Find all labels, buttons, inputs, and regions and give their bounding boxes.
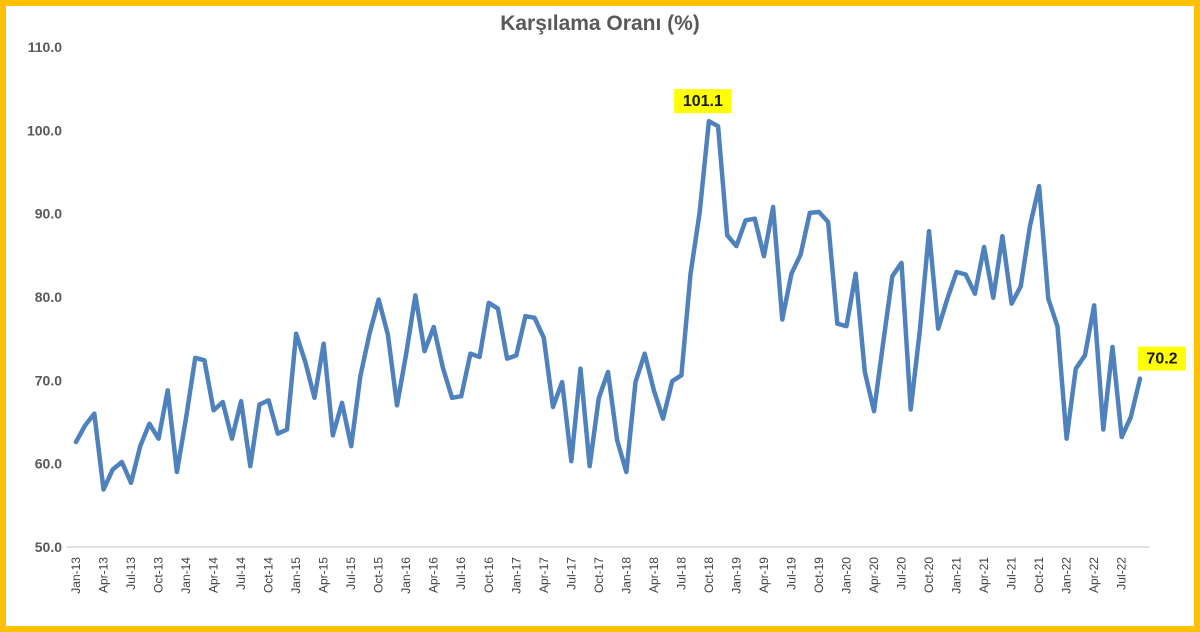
x-tick-label: Jul-21: [1005, 557, 1019, 590]
x-tick-label: Apr-15: [317, 557, 331, 593]
x-tick-label: Oct-14: [262, 557, 276, 593]
x-tick-label: Jul-17: [564, 557, 578, 590]
x-tick-label: Jan-20: [839, 557, 853, 594]
x-tick-label: Oct-20: [922, 557, 936, 593]
x-tick-label: Apr-18: [647, 557, 661, 593]
callout-label: 70.2: [1146, 351, 1177, 368]
y-tick-label: 50.0: [35, 539, 62, 555]
x-tick-label: Oct-21: [1032, 557, 1046, 593]
x-tick-label: Apr-19: [757, 557, 771, 593]
callout-label: 101.1: [683, 93, 723, 110]
x-tick-label: Jul-19: [784, 557, 798, 590]
x-tick-label: Oct-17: [592, 557, 606, 593]
x-tick-label: Jan-21: [950, 557, 964, 594]
x-tick-label: Jul-14: [234, 557, 248, 590]
x-tick-label: Oct-15: [372, 557, 386, 593]
callout-box: [1138, 346, 1186, 371]
x-tick-label: Jan-16: [399, 557, 413, 594]
y-tick-label: 100.0: [27, 122, 62, 138]
x-tick-label: Jan-14: [179, 557, 193, 594]
x-tick-label: Jul-13: [124, 557, 138, 590]
x-axis: Jan-13 Apr-13 Jul-13 Oct-13 Jan-14 Apr-14 Jul-…: [66, 546, 1150, 594]
x-tick-label: Apr-14: [207, 557, 221, 593]
chart-title: Karşılama Oranı (%): [500, 12, 700, 35]
x-tick-label: Jan-15: [289, 557, 303, 594]
y-tick-label: 90.0: [35, 206, 62, 222]
x-tick-label: Jan-13: [69, 557, 83, 594]
x-tick-label: Apr-13: [97, 557, 111, 593]
series-layer: [73, 118, 1143, 492]
x-tick-label: Apr-20: [867, 557, 881, 593]
y-tick-label: 60.0: [35, 456, 62, 472]
x-tick-label: Jan-19: [729, 557, 743, 594]
annotation-layer: 101.1 70.2: [674, 89, 1186, 371]
x-tick-label: Apr-22: [1087, 557, 1101, 593]
x-tick-label: Jul-22: [1115, 557, 1129, 590]
data-callout: 70.2: [1138, 346, 1186, 371]
x-tick-label: Jan-18: [619, 557, 633, 594]
y-tick-label: 70.0: [35, 372, 62, 388]
x-tick-label: Jul-15: [344, 557, 358, 590]
y-tick-label: 80.0: [35, 289, 62, 305]
x-tick-label: Oct-19: [812, 557, 826, 593]
data-callout: 101.1: [674, 89, 732, 114]
x-tick-label: Oct-13: [152, 557, 166, 593]
x-tick-label: Apr-21: [977, 557, 991, 593]
x-tick-label: Jul-18: [674, 557, 688, 590]
x-tick-label: Jul-20: [895, 557, 909, 590]
x-tick-label: Oct-16: [482, 557, 496, 593]
x-tick-label: Apr-17: [537, 557, 551, 593]
x-tick-label: Oct-18: [702, 557, 716, 593]
series-line: [73, 118, 1143, 492]
y-axis: 50.0 60.0 70.0 80.0 90.0 100.0 110.0: [27, 39, 62, 555]
x-tick-label: Jan-22: [1060, 557, 1074, 594]
callout-box: [674, 89, 732, 114]
x-tick-label: Jul-16: [454, 557, 468, 590]
x-tick-label: Apr-16: [427, 557, 441, 593]
x-tick-label: Jan-17: [509, 557, 523, 594]
y-tick-label: 110.0: [28, 39, 62, 55]
